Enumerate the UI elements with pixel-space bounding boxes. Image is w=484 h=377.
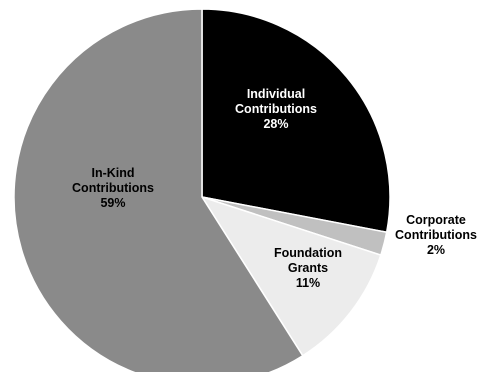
slice-name-label: Grants (288, 261, 328, 275)
slice-name-label: Corporate (406, 213, 466, 227)
pie-slice-in-kind-contributions (13, 8, 304, 377)
slice-label-in-kind-contributions: In-Kind Contributions 59% (72, 166, 154, 210)
slice-label-individual-contributions: Individual Contributions 28% (235, 87, 317, 131)
slice-name-label: In-Kind (91, 166, 134, 180)
slice-name-label: Contributions (235, 102, 317, 116)
pie-slices (13, 8, 391, 377)
pie-labels: Individual Contributions 28%Corporate Contr… (72, 87, 477, 290)
slice-label-foundation-grants: Foundation Grants 11% (274, 246, 342, 290)
pie-slice-individual-contributions (201, 8, 391, 234)
slice-value-label: 59% (100, 196, 125, 210)
slice-label-corporate-contributions: Corporate Contributions 2% (395, 213, 477, 257)
slice-name-label: Contributions (395, 228, 477, 242)
slice-name-label: Foundation (274, 246, 342, 260)
slice-value-label: 11% (296, 276, 320, 290)
pie-slice-foundation-grants (200, 195, 382, 357)
slice-value-label: 2% (427, 243, 445, 257)
slice-value-label: 28% (263, 117, 288, 131)
slice-name-label: Contributions (72, 181, 154, 195)
slice-name-label: Individual (247, 87, 305, 101)
